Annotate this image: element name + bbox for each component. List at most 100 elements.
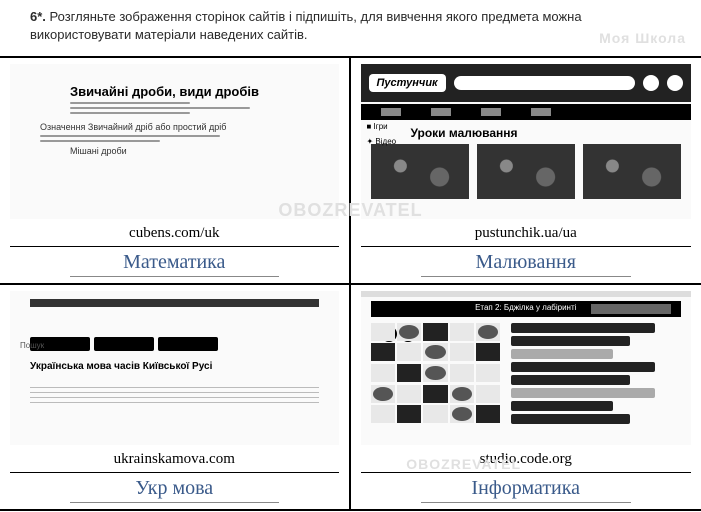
side-label: Пошук [20,341,44,350]
url-label: ukrainskamova.com [10,449,339,472]
article-title: Українська мова часів Київської Русі [30,361,339,372]
nav-item[interactable] [431,108,451,116]
grid-cell [476,405,500,423]
grid-cell [450,405,474,423]
code-block[interactable] [511,362,656,372]
grid-cell [476,385,500,403]
answer-row: Інформатика [361,472,692,509]
grid-cell [476,364,500,382]
grid-cell [423,343,447,361]
code-block[interactable] [511,375,630,385]
grid-cell [397,364,421,382]
stage-bar: Етап 2: Бджілка у лабіринті [371,301,682,317]
text-line [30,397,319,398]
cell-ukrainskamova: Пошук Українська мова часів Київської Ру… [0,285,351,512]
nav-blocks [30,337,339,351]
nav-item[interactable] [531,108,551,116]
grid-cell [371,385,395,403]
grid-cell [371,343,395,361]
grid-cell [397,385,421,403]
page-title: Звичайні дроби, види дробів [70,84,339,99]
nav-item[interactable] [381,108,401,116]
grid-cell [450,385,474,403]
text-line [30,402,319,403]
answer-row: Математика [10,246,339,283]
search-bar[interactable] [454,76,635,90]
game-grid [371,323,501,424]
cell-pustunchik: Пустунчик ■ Ігри ✦ Відео Уроки малювання [351,58,701,285]
code-block[interactable] [511,401,613,411]
user-icon[interactable] [643,75,659,91]
url-label: cubens.com/uk [10,223,339,246]
grid-cell [450,343,474,361]
answer-row: Укр мова [10,472,339,509]
sidebar-item[interactable]: ■ Ігри [367,122,397,131]
text-line [40,140,160,142]
sidebar: ■ Ігри ✦ Відео [367,122,397,152]
grid-cell [423,323,447,341]
task-text: Розгляньте зображення сторінок сайтів і … [30,9,582,42]
url-label: studio.code.org [361,449,692,472]
thumbnail[interactable] [477,144,575,199]
site-logo: Пустунчик [369,74,446,92]
grid-cell [371,323,395,341]
text-line [30,387,319,388]
text-line [70,107,250,109]
cell-cubens: Звичайні дроби, види дробів Означення Зв… [0,58,351,285]
main-area [371,323,682,424]
grid-cell [371,405,395,423]
nav-bar [361,104,692,120]
grid-cell [423,405,447,423]
code-block[interactable] [511,323,656,333]
thumbnail[interactable] [371,144,469,199]
code-block[interactable] [511,349,613,359]
stage-text: Етап 2: Бджілка у лабіринті [475,303,576,312]
thumbnail-row [371,144,682,199]
thumbnail[interactable] [583,144,681,199]
text-line [30,392,319,393]
grid-cell [371,364,395,382]
code-block[interactable] [511,336,630,346]
fraction-label: Мішані дроби [70,146,339,156]
screenshot-codeorg: Етап 2: Бджілка у лабіринті [361,291,692,446]
grid-cell [397,405,421,423]
nav-block[interactable] [94,337,154,351]
grid-cell [397,343,421,361]
code-panel [511,323,682,424]
text-line [70,112,190,114]
grid-cell [423,364,447,382]
grid-cell [450,323,474,341]
grid-cell [450,364,474,382]
screenshot-ukrainskamova: Пошук Українська мова часів Київської Ру… [10,291,339,446]
top-strip [361,291,692,297]
nav-item[interactable] [481,108,501,116]
task-number: 6*. [30,9,46,24]
url-label: pustunchik.ua/ua [361,223,692,246]
grid-cell [476,343,500,361]
subtitle: Означення Звичайний дріб або простий дрі… [40,122,339,132]
answer-text: Інформатика [421,477,632,503]
screenshot-pustunchik: Пустунчик ■ Ігри ✦ Відео Уроки малювання [361,64,692,219]
grid-cell [397,323,421,341]
menu-icon[interactable] [667,75,683,91]
code-block[interactable] [511,388,656,398]
content-title: Уроки малювання [411,126,692,140]
worksheet-grid: Звичайні дроби, види дробів Означення Зв… [0,56,701,511]
screenshot-cubens: Звичайні дроби, види дробів Означення Зв… [10,64,339,219]
progress-seg [591,304,671,314]
answer-text: Укр мова [70,477,279,503]
body-lines [30,387,319,403]
answer-row: Малювання [361,246,692,283]
sidebar-item[interactable]: ✦ Відео [367,137,397,146]
nav-block[interactable] [158,337,218,351]
cell-codeorg: Етап 2: Бджілка у лабіринті [351,285,701,512]
text-line [40,135,220,137]
grid-cell [476,323,500,341]
code-block[interactable] [511,414,630,424]
text-line [70,102,190,104]
site-header: Пустунчик [361,64,692,102]
answer-text: Малювання [421,251,632,277]
grid-cell [423,385,447,403]
header-bar [30,299,319,307]
task-instruction: 6*. Розгляньте зображення сторінок сайті… [0,0,701,56]
